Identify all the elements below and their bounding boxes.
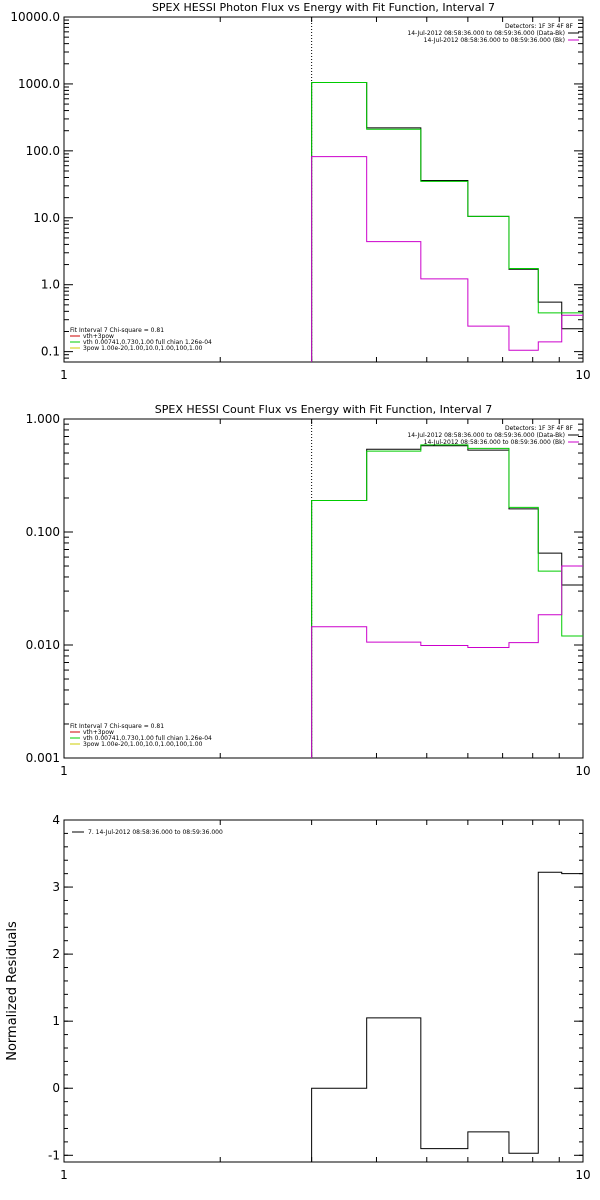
legend-entry: vth 0.00741,0.730,1.00 full chian 1.26e-… (83, 735, 212, 742)
y-tick-label: 1 (52, 1014, 60, 1028)
series-line-1 (311, 82, 583, 362)
chart-title: SPEX HESSI Photon Flux vs Energy with Fi… (152, 1, 495, 14)
chart-3: 1 10 -1 0 1 2 3 4 Normalized Residuals 7. 14-Jul-… (5, 813, 591, 1182)
legend-entry: 14-Jul-2012 08:58:36.000 to 08:59:36.000… (407, 432, 565, 439)
x-tick-label: 10 (575, 764, 590, 778)
plot-frame (63, 16, 584, 363)
x-tick-label: 1 (60, 764, 68, 778)
y-tick-label: 0.1 (41, 345, 60, 359)
legend-entry: 7. 14-Jul-2012 08:58:36.000 to 08:59:36.… (88, 829, 223, 836)
plot-frame (63, 819, 584, 1163)
y-tick-label: 10.0 (33, 211, 60, 225)
series-line-1 (311, 445, 583, 758)
series-line-1 (311, 871, 583, 1162)
chart-1: SPEX HESSI Photon Flux vs Energy with Fi… (10, 1, 590, 382)
series-line-3 (311, 156, 583, 362)
y-tick-label: 3 (52, 880, 60, 894)
legend-header: Detectors: 1F 3F 4F 8F (505, 23, 574, 30)
y-tick-label: 2 (52, 947, 60, 961)
chart-2: SPEX HESSI Count Flux vs Energy with Fit… (26, 403, 591, 778)
y-tick-label: 0.010 (26, 638, 60, 652)
series-line-3 (311, 565, 583, 758)
x-tick-label: 1 (60, 368, 68, 382)
y-tick-label: 4 (52, 813, 60, 827)
legend-bottom: Fit Interval 7 Chi-square = 0.81vth+3pow… (70, 327, 212, 352)
y-tick-label: 1.000 (26, 412, 60, 426)
y-axis-label: Normalized Residuals (5, 921, 20, 1061)
legend-entry: 14-Jul-2012 08:58:36.000 to 08:59:36.000… (407, 30, 565, 37)
x-tick-label: 10 (575, 1168, 590, 1182)
x-tick-label: 1 (60, 1168, 68, 1182)
legend-entry: 3pow 1.00e-20,1.00,10.0,1.00,100,1.00 (83, 741, 203, 748)
y-tick-label: 0.100 (26, 525, 60, 539)
legend-entry: vth+3pow (83, 333, 114, 340)
legend-bottom: Fit Interval 7 Chi-square = 0.81vth+3pow… (70, 723, 212, 748)
y-tick-label: 100.0 (26, 144, 60, 158)
y-tick-label: 1.0 (41, 278, 60, 292)
y-tick-label: 10000.0 (10, 10, 60, 24)
legend-entry: 14-Jul-2012 08:58:36.000 to 08:59:36.000… (424, 37, 565, 44)
y-tick-label: 0 (52, 1081, 60, 1095)
legend-entry: 14-Jul-2012 08:58:36.000 to 08:59:36.000… (424, 439, 565, 446)
series-line-2 (311, 82, 583, 362)
y-tick-label: 1000.0 (18, 77, 60, 91)
legend-entry: vth+3pow (83, 729, 114, 736)
series-line-2 (311, 444, 583, 758)
y-tick-label: -1 (48, 1148, 60, 1162)
legend-header: Fit Interval 7 Chi-square = 0.81 (70, 723, 164, 730)
x-tick-label: 10 (575, 368, 590, 382)
y-tick-label: 0.001 (26, 751, 60, 765)
legend-header: Detectors: 1F 3F 4F 8F (505, 425, 574, 432)
plot-frame (63, 418, 584, 759)
chart-title: SPEX HESSI Count Flux vs Energy with Fit… (155, 403, 492, 416)
legend-entry: vth 0.00741,0.730,1.00 full chian 1.26e-… (83, 339, 212, 346)
legend-header: Fit Interval 7 Chi-square = 0.81 (70, 327, 164, 334)
legend-entry: 3pow 1.00e-20,1.00,10.0,1.00,100,1.00 (83, 345, 203, 352)
legend-top: 7. 14-Jul-2012 08:58:36.000 to 08:59:36.… (72, 829, 223, 836)
